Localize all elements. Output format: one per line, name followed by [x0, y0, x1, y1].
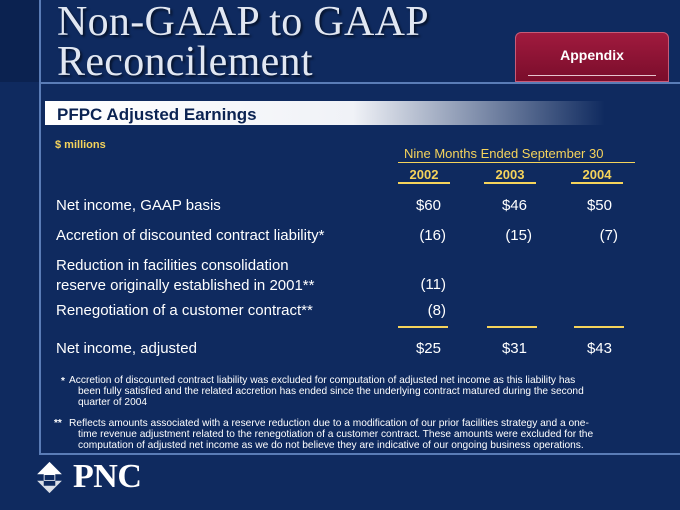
footnote-line: Reflects amounts associated with a reser…: [69, 418, 589, 429]
units-label: $ millions: [55, 139, 106, 151]
footnote-text: Reflects amounts associated with a reser…: [69, 418, 593, 451]
footnote-marker: *: [61, 376, 65, 387]
table-cell: $25: [415, 340, 441, 357]
footnote-line: Accretion of discounted contract liabili…: [69, 375, 576, 386]
table-cell: (11): [420, 276, 446, 293]
row-label-line: Reduction in facilities consolidation: [56, 257, 289, 274]
period-header: Nine Months Ended September 30: [404, 146, 604, 161]
row-label-reduction: Reduction in facilities consolidation re…: [56, 256, 315, 296]
title-strip: [0, 0, 39, 82]
year-header-2004: 2004: [582, 167, 612, 182]
section-bar: [45, 101, 605, 125]
period-underline: [398, 162, 635, 163]
header-rule: [39, 82, 680, 84]
row-label-renegotiation: Renegotiation of a customer contract**: [56, 302, 313, 319]
appendix-underline: [528, 75, 656, 76]
year-header-2002: 2002: [409, 167, 439, 182]
footnote-line: quarter of 2004: [78, 397, 148, 408]
footnote-line: computation of adjusted net income as we…: [78, 440, 584, 451]
table-cell: (7): [599, 227, 618, 244]
row-label-line: reserve originally established in 2001**: [56, 277, 315, 294]
section-title: PFPC Adjusted Earnings: [57, 105, 257, 124]
table-cell: (15): [505, 227, 532, 244]
year-header-2003: 2003: [495, 167, 525, 182]
table-cell: $31: [501, 340, 527, 357]
footnote-text: Accretion of discounted contract liabili…: [69, 375, 584, 408]
pnc-logo-text: PNC: [73, 458, 142, 495]
year-underline: [398, 182, 450, 184]
pnc-arrows-icon: [37, 461, 62, 494]
subtotal-rule: [574, 326, 624, 328]
slide-title: Non-GAAP to GAAP Reconcilement: [57, 0, 429, 85]
table-cell: (16): [419, 227, 446, 244]
title-line-1: Non-GAAP to GAAP: [57, 0, 429, 45]
footnote-line: been fully satisfied and the related acc…: [78, 386, 584, 397]
table-cell: (8): [427, 302, 446, 319]
year-underline: [484, 182, 536, 184]
table-cell: $46: [501, 197, 527, 214]
table-cell: $50: [586, 197, 612, 214]
year-underline: [571, 182, 623, 184]
vertical-rule: [39, 0, 41, 453]
row-label-net-income-gaap: Net income, GAAP basis: [56, 197, 221, 214]
table-cell: $60: [415, 197, 441, 214]
table-cell: $43: [586, 340, 612, 357]
appendix-label: Appendix: [560, 47, 624, 63]
footnote-line: time revenue adjustment related to the r…: [78, 429, 594, 440]
row-label-net-income-adjusted: Net income, adjusted: [56, 340, 197, 357]
footer-rule: [39, 453, 680, 455]
subtotal-rule: [398, 326, 448, 328]
appendix-tag: Appendix: [515, 32, 669, 82]
footnote-marker: **: [54, 418, 62, 429]
row-label-accretion: Accretion of discounted contract liabili…: [56, 227, 325, 244]
subtotal-rule: [487, 326, 537, 328]
title-line-2: Reconcilement: [57, 39, 313, 85]
